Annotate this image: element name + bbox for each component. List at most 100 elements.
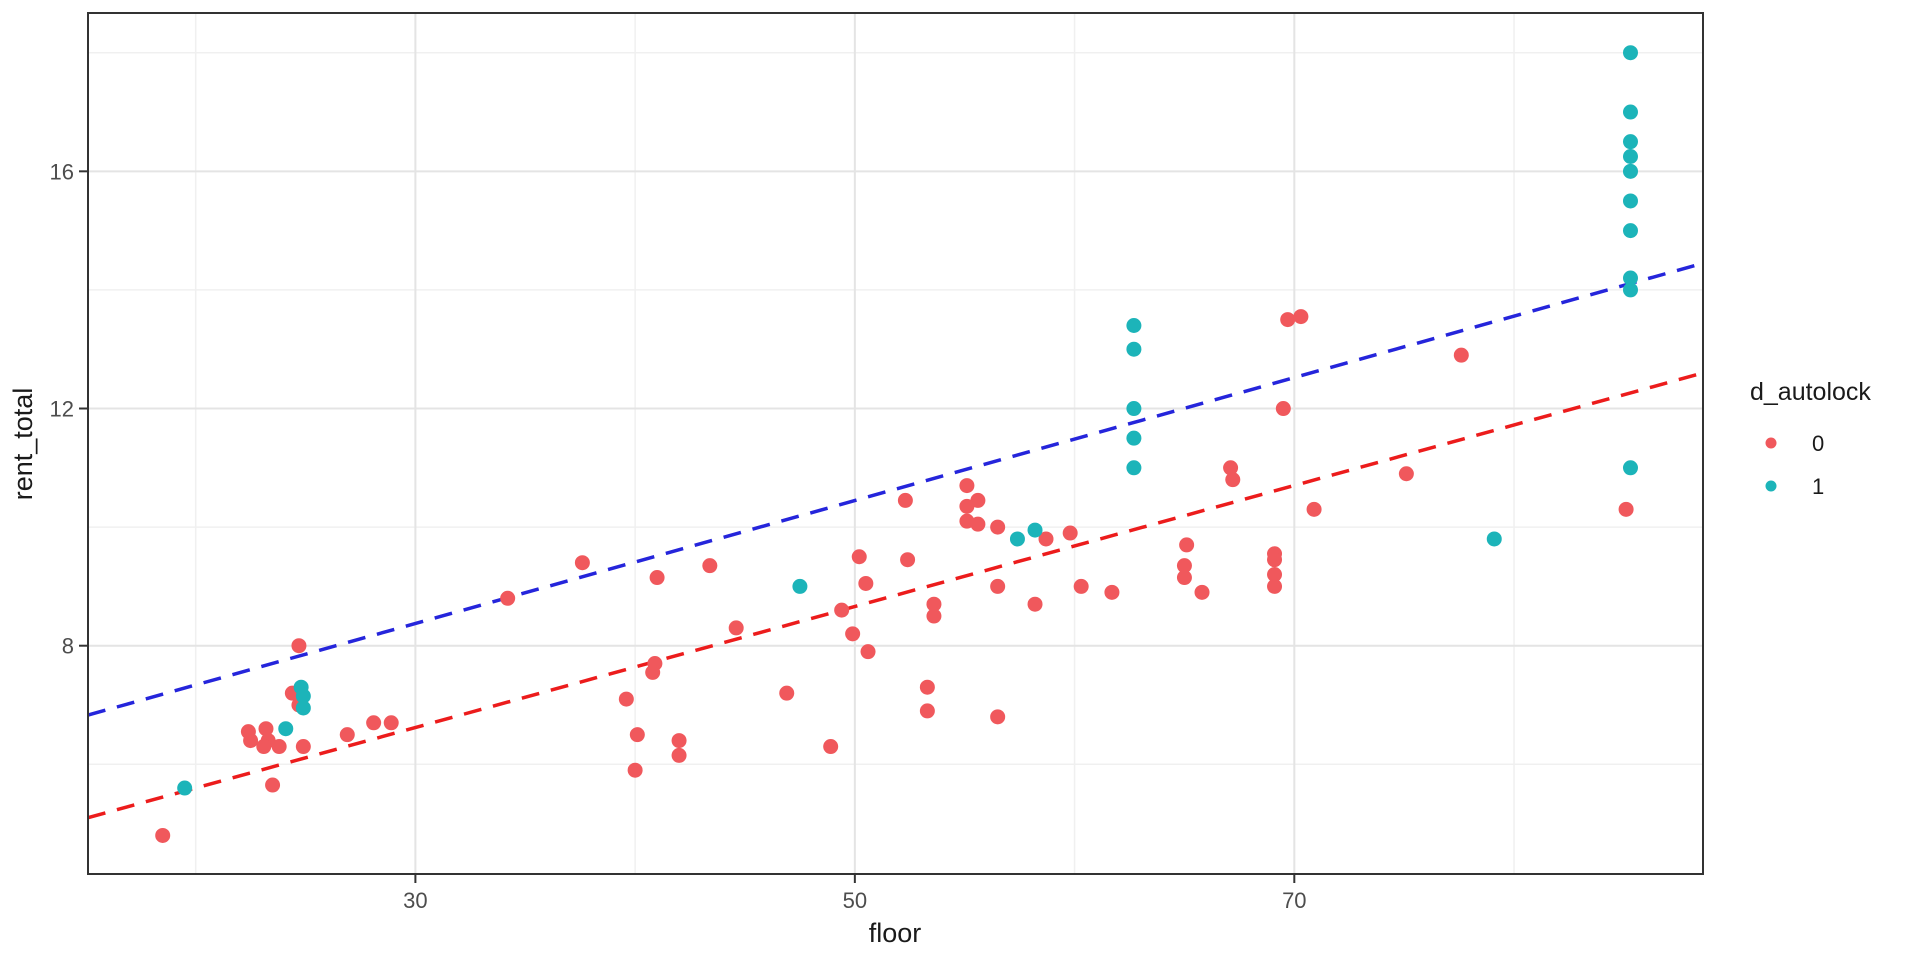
data-point [258,721,274,737]
data-points [155,45,1638,843]
data-point [897,492,913,508]
data-point [278,721,294,737]
data-point [295,688,311,704]
data-point [1179,537,1195,553]
data-point [860,644,876,660]
data-point [627,762,643,778]
data-point [629,727,645,743]
data-point [851,549,867,565]
y-axis-tick-labels: 8 12 16 [50,159,74,658]
data-point [1267,578,1283,594]
data-point [702,558,718,574]
panel-border [87,12,1704,875]
y-axis-title: rent_total [8,388,38,501]
data-point [919,703,935,719]
data-point [834,602,850,618]
data-point [1622,104,1638,120]
series-1 [177,45,1638,796]
data-point [1267,567,1283,583]
x-tick-label: 70 [1282,888,1306,913]
data-point [1225,472,1241,488]
data-point [1618,501,1634,517]
data-point [926,608,942,624]
data-point [1280,312,1296,328]
data-point [1176,558,1192,574]
data-point [1622,193,1638,209]
data-point [649,570,665,586]
data-point [1126,317,1142,333]
data-point [1306,501,1322,517]
data-point [1267,552,1283,568]
fit-d_autolock-0 [87,371,1704,820]
x-axis-title: floor [869,918,922,948]
data-point [990,709,1006,725]
y-tick-label: 12 [50,397,74,422]
series-0 [155,309,1634,843]
data-point [1176,570,1192,586]
data-point [959,498,975,514]
legend-title: d_autolock [1750,378,1871,406]
data-point [155,827,171,843]
data-point [1275,401,1291,417]
data-point [339,727,355,743]
data-point [1126,460,1142,476]
data-point [1453,347,1469,363]
data-point [1622,223,1638,239]
data-point [900,552,916,568]
data-point [823,739,839,755]
data-point [1486,531,1502,547]
data-point [383,715,399,731]
data-point [1622,270,1638,286]
data-point [990,578,1006,594]
data-point [243,733,259,749]
data-point [959,478,975,494]
data-point [926,596,942,612]
data-point [645,664,661,680]
data-point [1622,163,1638,179]
regression-lines [87,261,1704,820]
data-point [919,679,935,695]
fit-d_autolock-1 [87,261,1704,717]
data-point [295,700,311,716]
data-point [618,691,634,707]
data-point [256,739,272,755]
data-point [1104,584,1120,600]
x-tick-label: 50 [843,888,867,913]
data-point [1073,578,1089,594]
minor-gridlines [88,13,1703,874]
data-point [858,575,874,591]
data-point [265,777,281,793]
major-gridlines [88,13,1703,874]
data-point [1027,596,1043,612]
data-point [1126,401,1142,417]
data-point [1622,460,1638,476]
x-tick-label: 30 [403,888,427,913]
y-tick-label: 16 [50,159,74,184]
data-point [1622,149,1638,164]
legend-entries: 01 [1765,431,1824,499]
legend-key-0 [1765,437,1777,449]
data-point [671,747,687,763]
data-point [1126,341,1142,357]
data-point [792,578,808,594]
y-tick-label: 8 [62,634,74,659]
data-point [1038,531,1054,547]
data-point [779,685,795,701]
data-point [1622,282,1638,298]
data-point [970,516,986,532]
data-point [1622,45,1638,61]
data-point [500,590,516,606]
data-point [1027,522,1043,538]
data-point [1293,309,1309,325]
data-point [1009,531,1025,547]
legend: d_autolock 01 [1750,378,1871,499]
data-point [1398,466,1414,482]
data-point [295,739,311,755]
data-point [1622,134,1638,150]
data-point [1126,430,1142,446]
data-point [990,519,1006,535]
data-point [845,626,861,642]
data-point [574,555,590,571]
data-point [366,715,382,731]
